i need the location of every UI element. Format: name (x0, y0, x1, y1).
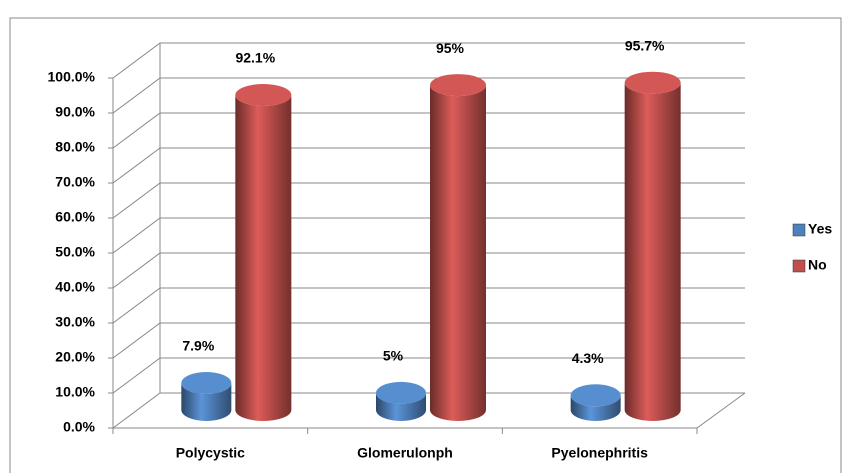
grid-line (112, 77, 745, 114)
value-label: 5% (383, 348, 404, 364)
grid-line (112, 392, 745, 429)
grid-line (112, 252, 745, 289)
y-tick-label: 0.0% (63, 419, 95, 435)
legend-swatch (792, 223, 806, 237)
grid-line (112, 217, 745, 254)
value-label: 95% (436, 40, 465, 56)
bar-top (624, 71, 681, 94)
bar (181, 371, 232, 421)
bar-top (430, 74, 486, 97)
bar (624, 71, 681, 422)
value-label: 7.9% (182, 338, 214, 354)
bar-top (235, 84, 292, 107)
legend-label: No (808, 257, 827, 273)
bar-body (430, 85, 486, 421)
bar-body (376, 392, 426, 421)
y-tick-label: 60.0% (55, 209, 95, 225)
y-tick-label: 50.0% (55, 244, 95, 260)
bar-body (181, 382, 232, 421)
bar (570, 384, 621, 421)
bar (430, 74, 486, 421)
grid-line (112, 357, 745, 394)
grid-line (112, 182, 745, 219)
grid-line (112, 322, 745, 359)
grid-line (112, 287, 745, 324)
y-tick-label: 100.0% (48, 69, 96, 85)
bar-top (181, 371, 232, 394)
bar-top (570, 384, 621, 407)
grid-line (112, 147, 745, 184)
grid-line (112, 112, 745, 149)
bar-body (235, 95, 292, 421)
x-tick-label: Pyelonephritis (551, 445, 648, 461)
y-tick-label: 70.0% (55, 174, 95, 190)
y-tick-label: 30.0% (55, 314, 95, 330)
y-tick-label: 40.0% (55, 279, 95, 295)
value-label: 95.7% (625, 37, 665, 53)
y-tick-label: 20.0% (55, 349, 95, 365)
bar-body (624, 82, 681, 422)
grid-line (112, 42, 745, 79)
legend-label: Yes (808, 221, 832, 237)
bar (376, 381, 426, 421)
bar-body (570, 395, 621, 421)
y-tick-label: 80.0% (55, 139, 95, 155)
x-tick-label: Polycystic (176, 445, 245, 461)
value-label: 4.3% (572, 350, 604, 366)
bar-top (376, 381, 426, 404)
legend-swatch (792, 259, 806, 273)
y-tick-label: 10.0% (55, 384, 95, 400)
bar (235, 84, 292, 421)
value-label: 92.1% (235, 50, 275, 66)
x-tick-label: Glomerulonph (357, 445, 453, 461)
y-tick-label: 90.0% (55, 104, 95, 120)
